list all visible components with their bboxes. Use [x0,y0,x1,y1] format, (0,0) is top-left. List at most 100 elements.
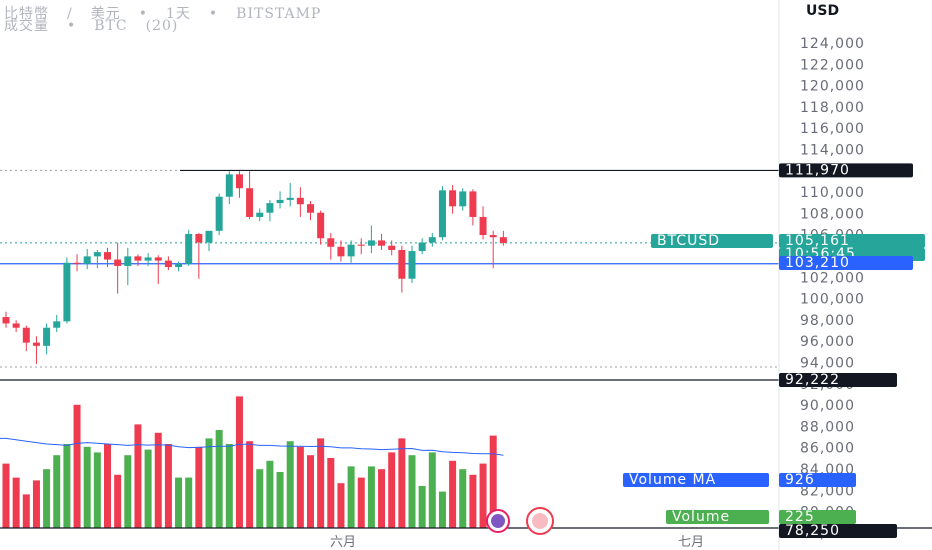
candle [22,325,30,352]
volume-bar [479,463,487,528]
volume-value-tag-bg [779,510,856,524]
axis-tick-label: 122,000 [800,57,865,73]
volume-bar [388,452,396,528]
candle-body [378,240,386,246]
candle-body [428,237,436,243]
candle [73,254,81,272]
candle [499,230,507,246]
volume-bar [256,469,264,528]
candle [63,257,71,324]
volume-bar [246,441,254,528]
axis-tick-label: 124,000 [800,36,865,52]
volume-bar [378,469,386,528]
candle-body [327,238,335,247]
candle [124,247,132,286]
volume-bar [438,491,446,528]
volume-bar [12,477,20,528]
volume-bar [22,494,30,528]
volume-ma-name-tag-bg [623,473,769,487]
candle-body [63,262,71,322]
axis-tick-label: 82,000 [800,483,855,499]
volume-bar [337,483,345,528]
candle-body [337,246,345,257]
volume-bar [215,430,223,528]
axis-tick-label: 90,000 [800,398,855,414]
axis-tick-label: 114,000 [800,143,865,159]
volume-axis-bottom-tag-text: 78,250 [785,523,840,539]
candle-body [175,263,183,268]
volume-bar [307,455,314,528]
support-tag: 103,210 [779,255,913,271]
candle-body [12,323,20,328]
axis-tick-label: 110,000 [800,185,865,201]
chart-title: 比特幣 / 美元 • 1天 • BITSTAMP [4,3,339,23]
candle [154,255,162,285]
volume-bars [2,396,507,528]
resistance-tag: 111,970 [779,162,913,178]
bottom-tag-bg [779,373,897,387]
candle [134,254,142,266]
candle-body [418,242,426,252]
candle-body [256,212,264,217]
earnings-icon-dot [491,514,505,528]
volume-label: 成交量 [4,18,49,34]
candle [144,253,152,266]
axis-tick-label: 100,000 [800,292,865,308]
volume-bar [449,460,457,528]
candle-body [205,230,213,243]
candle-body [357,244,365,246]
candle [489,230,497,269]
candle [367,225,375,254]
event-icon [526,507,554,535]
volume-bar [459,469,467,528]
candle-body [32,342,40,346]
candle [83,248,91,270]
bottom-tag-text: 92,222 [785,372,840,388]
candle [246,171,254,220]
candle-body [286,197,294,200]
candle-body [499,237,507,243]
candle [286,182,294,207]
resistance-tag-bg [779,163,913,178]
volume-bar [63,444,71,528]
volume-ma-value-tag-bg [779,473,856,487]
quote-name: 美元 [90,6,121,22]
volume-name-tag-bg [666,510,769,524]
candle-body [317,212,325,239]
volume-bar [144,449,152,528]
candle-body [235,174,243,189]
candle [479,206,487,240]
currency-label[interactable]: USD [806,3,840,19]
candle-body [388,245,396,250]
volume-value-tag: 225 [779,509,856,525]
candle [93,249,101,269]
axis-tick-label: 86,000 [800,441,855,457]
candle [225,171,233,205]
candle-body [459,191,467,207]
candle [428,232,436,247]
candle-body [43,327,51,346]
candle-body [134,256,142,261]
volume-bar [367,466,375,528]
candle-body [276,199,284,204]
candle [235,171,243,198]
ticker-tag-text: BTCUSD [657,233,720,249]
last-price-tag: 105,161 [779,233,925,249]
volume-ma-value-tag-text: 926 [785,472,815,488]
candle [53,314,61,332]
volume-axis-bottom-tag-bg [779,524,897,538]
time-axis[interactable]: 六月 七月 [330,535,704,550]
last-price-tag-bg [779,234,925,248]
support-tag-bg [779,256,913,270]
volume-bar [428,452,436,528]
candle [2,311,10,328]
price-axis[interactable]: 124,000 122,000 120,000 118,000 116,000 114,0… [800,36,865,542]
volume-bar [83,446,91,528]
candle [104,247,111,268]
axis-tick-label: 88,000 [800,419,855,435]
event-icons [486,507,554,535]
ticker-tag-bg [651,234,773,248]
volume-bar [53,455,61,528]
candle [256,208,264,222]
